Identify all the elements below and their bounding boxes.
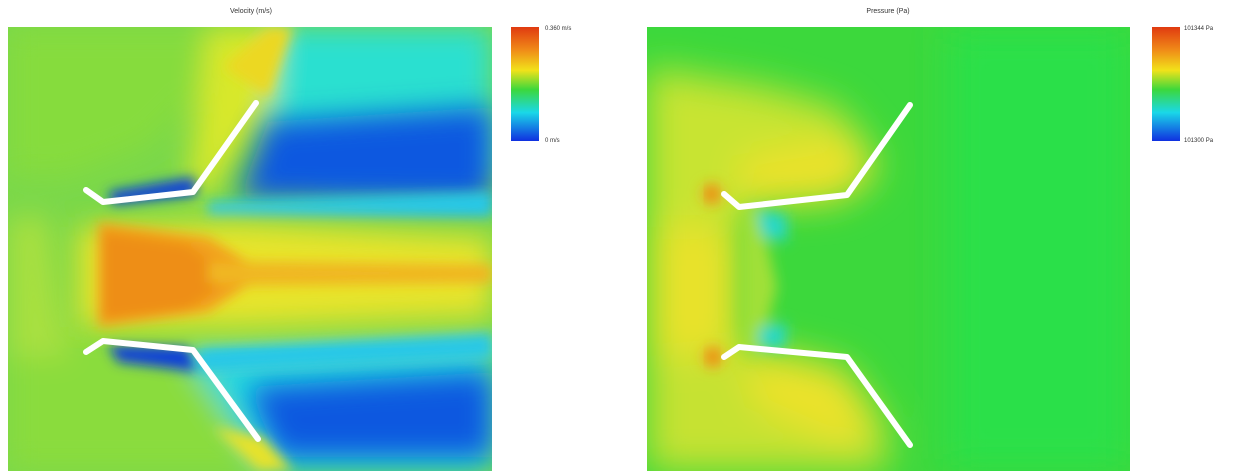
pressure-colorbar-max-label: 101344 Pa [1184,26,1214,32]
pressure-plot-title: Pressure (Pa) [866,8,910,15]
pressure-panel: Pressure (Pa) [618,0,1236,471]
velocity-lower-wall [83,338,261,442]
velocity-plot-title: Velocity (m/s) [229,8,272,15]
pressure-contour-svg [647,27,1130,471]
pressure-lower-wall [721,344,913,448]
velocity-colorbar [511,27,539,141]
velocity-panel: Velocity (m/s) [8,8,572,471]
velocity-contour-svg [8,27,492,471]
pressure-colorbar [1152,27,1180,141]
velocity-contour-field [8,27,492,471]
velocity-colorbar-min-label: 0 m/s [545,138,560,144]
pressure-colorbar-min-label: 101300 Pa [1184,138,1214,144]
velocity-upper-wall [83,100,259,205]
pressure-contour-field [647,27,1130,471]
pressure-upper-wall [721,102,913,210]
velocity-colorbar-max-label: 0.360 m/s [545,26,572,32]
